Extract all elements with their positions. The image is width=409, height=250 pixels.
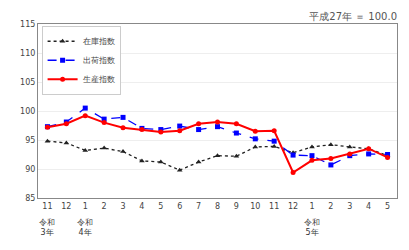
svg-text:8: 8 bbox=[215, 202, 220, 211]
svg-text:5: 5 bbox=[158, 202, 163, 211]
svg-text:95: 95 bbox=[25, 136, 35, 145]
svg-text:7: 7 bbox=[196, 202, 201, 211]
svg-text:6: 6 bbox=[177, 202, 182, 211]
svg-text:110: 110 bbox=[20, 49, 35, 58]
svg-text:115: 115 bbox=[20, 20, 35, 29]
svg-text:3: 3 bbox=[120, 202, 125, 211]
svg-text:85: 85 bbox=[25, 194, 35, 203]
svg-text:4: 4 bbox=[366, 202, 371, 211]
svg-text:令和3年: 令和3年 bbox=[39, 218, 55, 237]
svg-text:令和4年: 令和4年 bbox=[77, 218, 93, 237]
svg-text:1: 1 bbox=[83, 202, 88, 211]
svg-text:11: 11 bbox=[269, 202, 279, 211]
svg-text:出荷指数: 出荷指数 bbox=[83, 56, 115, 65]
svg-text:1: 1 bbox=[309, 202, 314, 211]
svg-text:3: 3 bbox=[347, 202, 352, 211]
svg-text:12: 12 bbox=[61, 202, 71, 211]
svg-text:90: 90 bbox=[25, 165, 35, 174]
svg-text:2: 2 bbox=[328, 202, 333, 211]
svg-text:100: 100 bbox=[20, 107, 35, 116]
svg-text:在庫指数: 在庫指数 bbox=[83, 37, 115, 46]
svg-text:2: 2 bbox=[102, 202, 107, 211]
svg-text:12: 12 bbox=[288, 202, 298, 211]
svg-text:105: 105 bbox=[20, 78, 35, 87]
svg-text:10: 10 bbox=[250, 202, 260, 211]
svg-text:4: 4 bbox=[139, 202, 144, 211]
svg-text:11: 11 bbox=[42, 202, 52, 211]
svg-text:生産指数: 生産指数 bbox=[83, 75, 115, 84]
svg-text:9: 9 bbox=[234, 202, 239, 211]
svg-text:5: 5 bbox=[385, 202, 390, 211]
svg-text:令和5年: 令和5年 bbox=[304, 218, 320, 237]
svg-text:平成27年 ＝ 100.0: 平成27年 ＝ 100.0 bbox=[309, 11, 397, 22]
